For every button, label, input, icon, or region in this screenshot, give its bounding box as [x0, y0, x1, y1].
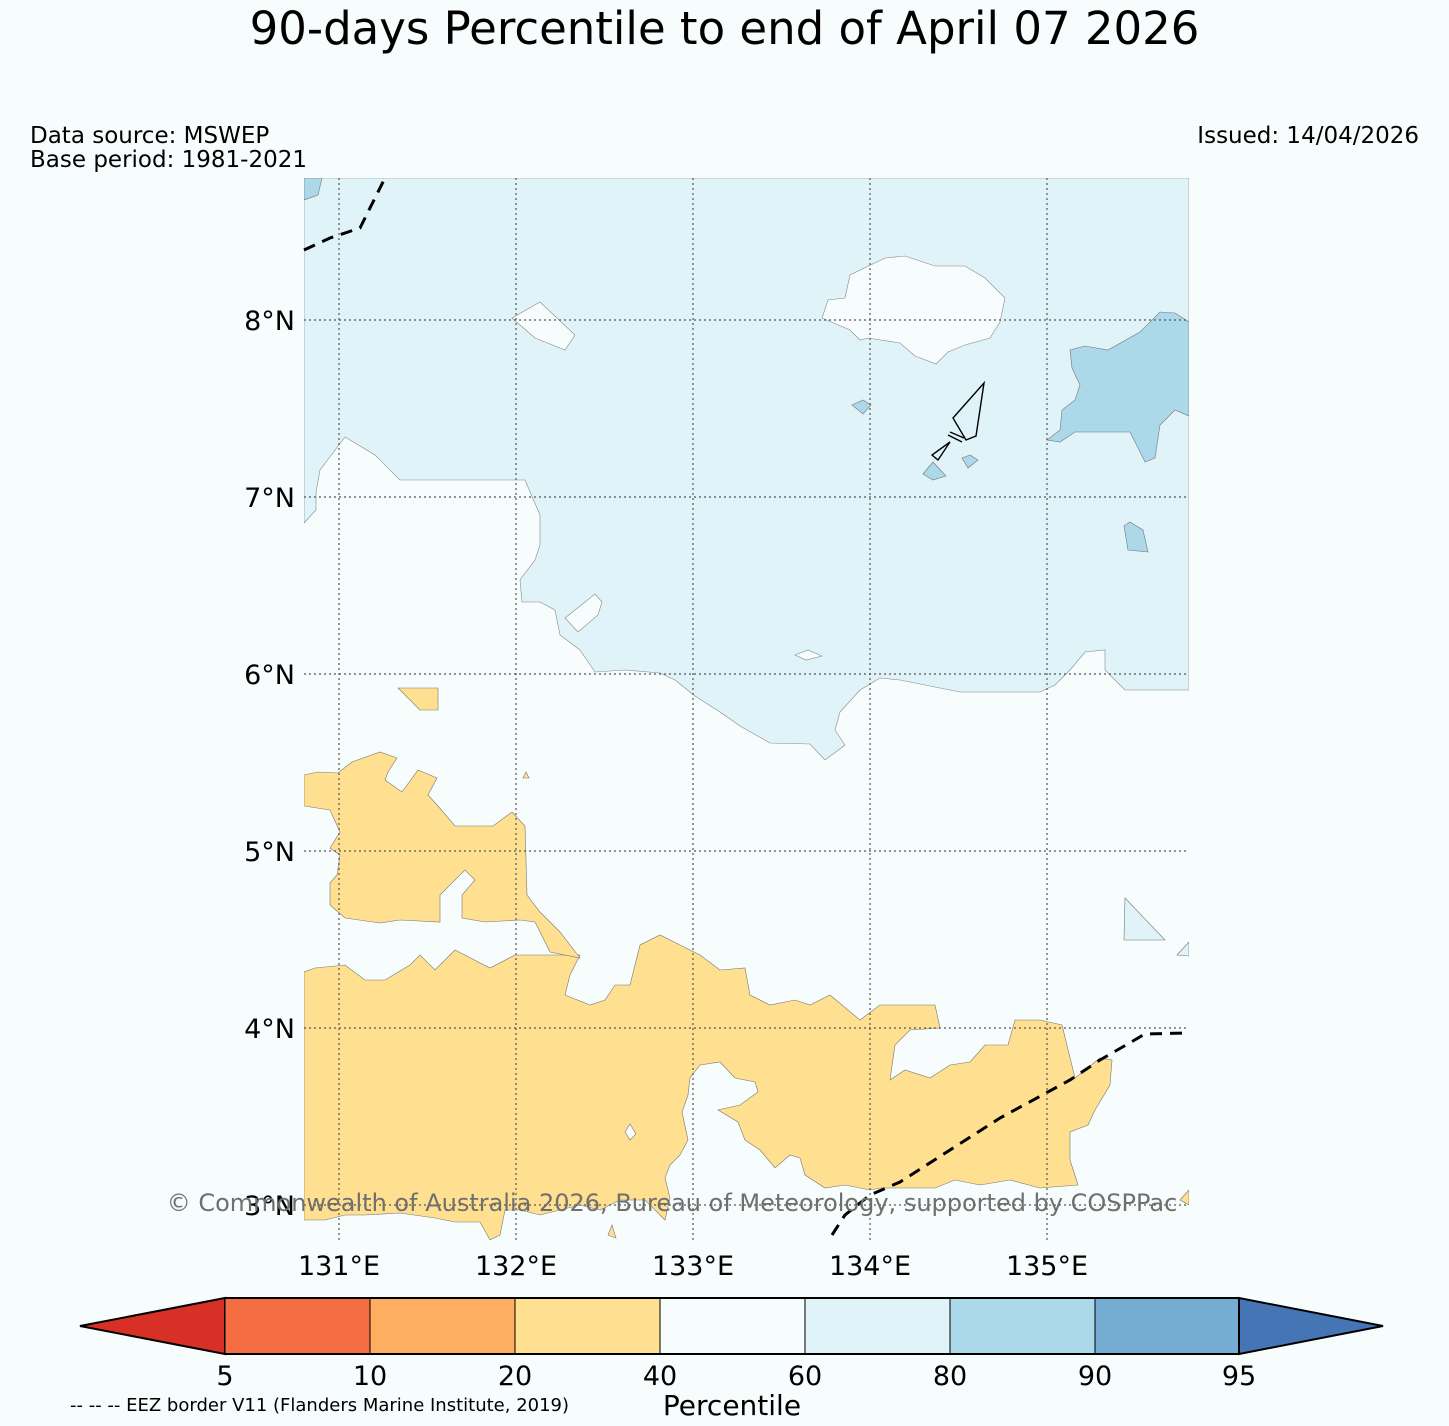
region-80-90-patch-a [1123, 521, 1149, 553]
colorbar-tick-90: 90 [1078, 1361, 1112, 1392]
colorbar-extend-high [1238, 1296, 1384, 1356]
region-20-40-south [304, 934, 1113, 1240]
region-60-80-patch-f [1176, 941, 1189, 957]
colorbar-tick-95: 95 [1222, 1361, 1256, 1392]
issued-date: Issued: 14/04/2026 [1197, 123, 1419, 149]
region-80-90-patch-d [961, 454, 979, 469]
colorbar-ticks: 5 10 20 40 60 80 90 95 [216, 1361, 1256, 1392]
colorbar-bin-20-40 [514, 1297, 661, 1355]
lat-label-4n: 4°N [244, 1014, 295, 1045]
region-20-40-patch-a [397, 687, 439, 711]
region-80-90-corner [304, 178, 323, 201]
lat-label-6n: 6°N [244, 660, 295, 691]
colorbar-extend-low [79, 1296, 226, 1356]
colorbar-bin-10-20 [369, 1297, 516, 1355]
colorbar-tick-5: 5 [216, 1361, 233, 1392]
colorbar-bin-90-95 [1094, 1297, 1240, 1355]
region-40-60-patch-a [821, 255, 1006, 365]
colorbar-tick-10: 10 [353, 1361, 387, 1392]
percentile-fields [304, 178, 1189, 1240]
region-80-90-patch-b [851, 399, 872, 415]
latitude-labels: 8°N 7°N 6°N 5°N 4°N 3°N [244, 306, 295, 1222]
island-outline [952, 380, 986, 441]
eez-border-south [830, 1031, 1190, 1236]
colorbar-bin-80-90 [949, 1297, 1096, 1355]
colorbar-tick-60: 60 [788, 1361, 822, 1392]
colorbar-tick-80: 80 [933, 1361, 967, 1392]
region-20-40-patch-c [1179, 1189, 1189, 1206]
region-40-60-patch-c [564, 593, 603, 633]
colorbar: 5 10 20 40 60 80 90 95 Percentile [79, 1296, 1384, 1422]
colorbar-bin-60-80 [804, 1297, 951, 1355]
lon-label-135e: 135°E [1006, 1251, 1088, 1282]
eez-border-note: -- -- -- EEZ border V11 (Flanders Marine… [70, 1395, 570, 1416]
region-20-40-patch-d [522, 771, 530, 779]
region-60-80-patch-e [1123, 897, 1166, 941]
colorbar-tick-40: 40 [643, 1361, 677, 1392]
lat-label-3n: 3°N [244, 1191, 295, 1222]
region-20-40-patch-b [607, 1224, 617, 1239]
map-panel: 8°N 7°N 6°N 5°N 4°N 3°N 131°E 132°E 133°… [167, 177, 1190, 1282]
region-40-60-patch-d [794, 649, 823, 661]
data-source-text: Data source: MSWEP [30, 123, 270, 149]
lat-label-5n: 5°N [244, 837, 295, 868]
lat-label-7n: 7°N [244, 483, 295, 514]
reef-line-a [947, 434, 963, 443]
region-80-90-patch-c [922, 461, 947, 481]
lon-label-133e: 133°E [652, 1251, 734, 1282]
reef-line-b [949, 431, 965, 439]
region-20-40-north [304, 751, 581, 959]
colorbar-label: Percentile [663, 1389, 801, 1422]
colorbar-tick-20: 20 [498, 1361, 532, 1392]
gridlines [304, 178, 1189, 1240]
eez-border-north [303, 177, 387, 252]
colorbar-bin-5-10 [224, 1297, 371, 1355]
island-outline-small [930, 441, 951, 462]
region-80-90-east [1046, 311, 1189, 463]
base-period-text: Base period: 1981-2021 [30, 147, 308, 173]
region-40-60-patch-b [511, 301, 576, 351]
lon-label-131e: 131°E [298, 1251, 380, 1282]
lat-label-8n: 8°N [244, 306, 295, 337]
region-40-60-hole [624, 1123, 637, 1141]
longitude-labels: 131°E 132°E 133°E 134°E 135°E [298, 1251, 1088, 1282]
data-source-info: Data source: MSWEP Base period: 1981-202… [30, 124, 307, 172]
lon-label-132e: 132°E [475, 1251, 557, 1282]
colorbar-bin-40-60 [659, 1297, 806, 1355]
copyright-notice: © Commonwealth of Australia 2026, Bureau… [167, 1189, 1178, 1217]
map-title: 90-days Percentile to end of April 07 20… [249, 2, 1200, 55]
lon-label-134e: 134°E [829, 1251, 911, 1282]
